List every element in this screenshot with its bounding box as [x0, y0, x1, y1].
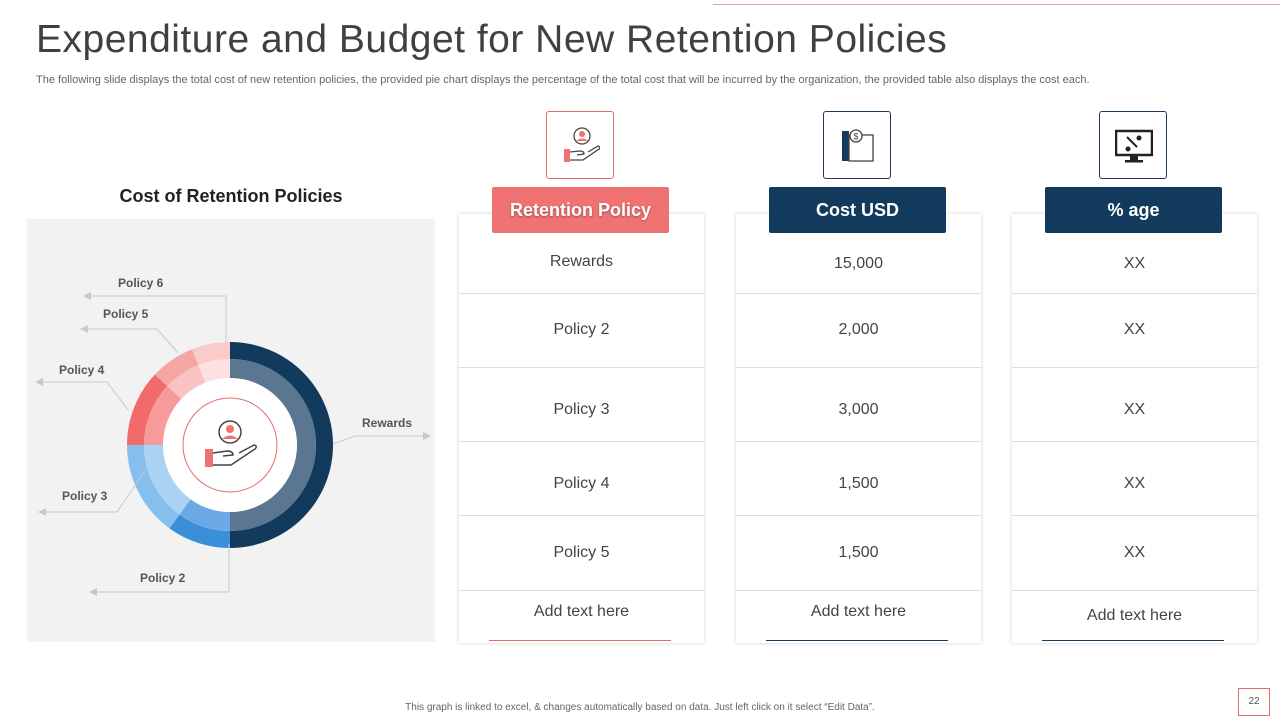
row-divider: [736, 293, 981, 294]
cost-column: 15,000 2,000 3,000 1,500 1,500 Add text …: [736, 214, 981, 643]
percentage-cell: XX: [1123, 544, 1146, 561]
cost-cell: 2,000: [838, 321, 879, 338]
coin-book-icon: $: [842, 129, 874, 162]
slice-policy-4[interactable]: [127, 374, 168, 445]
percentage-add-text[interactable]: Add text here: [1086, 607, 1183, 624]
chart-title: Cost of Retention Policies: [119, 186, 343, 206]
top-accent-line: [713, 4, 1280, 5]
percentage-cell: XX: [1123, 321, 1146, 338]
row-divider: [459, 590, 704, 591]
cost-cell: 1,500: [838, 475, 879, 492]
page-title: Expenditure and Budget for New Retention…: [36, 18, 948, 61]
percentage-cell: XX: [1123, 255, 1146, 272]
slice-policy-2[interactable]: [169, 514, 230, 548]
slice-policy-6[interactable]: [192, 342, 230, 366]
footer-line: [489, 640, 671, 641]
hand-holding-person-icon: [205, 420, 258, 467]
percentage-cell: XX: [1123, 475, 1146, 492]
policy-cell: Policy 3: [553, 401, 610, 418]
header-cost-usd: Cost USD: [769, 187, 946, 233]
hand-holding-person-icon: [564, 127, 600, 162]
percentage-cell: XX: [1123, 401, 1146, 418]
footer-line: [766, 640, 948, 641]
footer-line: [1042, 640, 1224, 641]
policy-column: Rewards Policy 2 Policy 3 Policy 4 Polic…: [459, 214, 704, 643]
policy-add-text[interactable]: Add text here: [533, 603, 630, 620]
slice-inner-policy-3[interactable]: [144, 445, 191, 515]
slice-policy-3[interactable]: [127, 445, 180, 529]
row-divider: [736, 367, 981, 368]
row-divider: [1012, 441, 1257, 442]
chart-panel[interactable]: Rewards Policy 2 Policy 3 Policy 4 Polic…: [27, 219, 435, 642]
cost-icon-box: $: [823, 111, 891, 179]
slice-rewards[interactable]: [230, 342, 333, 548]
slice-policy-5[interactable]: [154, 349, 199, 387]
monitor-chart-icon: [1115, 129, 1153, 163]
cost-cell: 15,000: [834, 255, 883, 272]
row-divider: [459, 515, 704, 516]
policy-cell: Policy 4: [553, 475, 610, 492]
label-policy-5: Policy 5: [103, 307, 149, 321]
center-ring: [182, 397, 278, 493]
row-divider: [1012, 293, 1257, 294]
row-divider: [736, 590, 981, 591]
cost-cell: 1,500: [838, 544, 879, 561]
slice-inner-policy-2[interactable]: [179, 499, 230, 531]
label-rewards: Rewards: [362, 416, 412, 430]
policy-cell: Policy 2: [553, 321, 610, 338]
slice-labels: Rewards Policy 2 Policy 3 Policy 4 Polic…: [59, 276, 412, 585]
row-divider: [459, 293, 704, 294]
leader-lines: [35, 292, 431, 596]
row-divider: [1012, 515, 1257, 516]
slice-inner-policy-6[interactable]: [198, 359, 230, 383]
policy-cell: Rewards: [549, 253, 614, 270]
slice-inner-rewards[interactable]: [230, 359, 316, 531]
slice-inner-policy-4[interactable]: [144, 386, 182, 445]
label-policy-2: Policy 2: [140, 571, 186, 585]
label-policy-4: Policy 4: [59, 363, 105, 377]
row-divider: [1012, 590, 1257, 591]
donut-chart[interactable]: Rewards Policy 2 Policy 3 Policy 4 Polic…: [27, 219, 435, 642]
percentage-icon-box: [1099, 111, 1167, 179]
cost-add-text[interactable]: Add text here: [810, 603, 907, 620]
label-policy-6: Policy 6: [118, 276, 164, 290]
header-percentage: % age: [1045, 187, 1222, 233]
cost-cell: 3,000: [838, 401, 879, 418]
row-divider: [459, 441, 704, 442]
svg-text:$: $: [854, 132, 859, 142]
row-divider: [736, 515, 981, 516]
page-number: 22: [1238, 688, 1270, 716]
row-divider: [1012, 367, 1257, 368]
row-divider: [459, 367, 704, 368]
footnote: This graph is linked to excel, & changes…: [405, 702, 875, 713]
page-subtitle: The following slide displays the total c…: [36, 74, 1090, 86]
percentage-column: XX XX XX XX XX Add text here: [1012, 214, 1257, 643]
policy-icon-box: [546, 111, 614, 179]
label-policy-3: Policy 3: [62, 489, 108, 503]
row-divider: [736, 441, 981, 442]
header-retention-policy: Retention Policy: [492, 187, 669, 233]
slice-inner-policy-5[interactable]: [167, 365, 206, 400]
policy-cell: Policy 5: [553, 544, 610, 561]
